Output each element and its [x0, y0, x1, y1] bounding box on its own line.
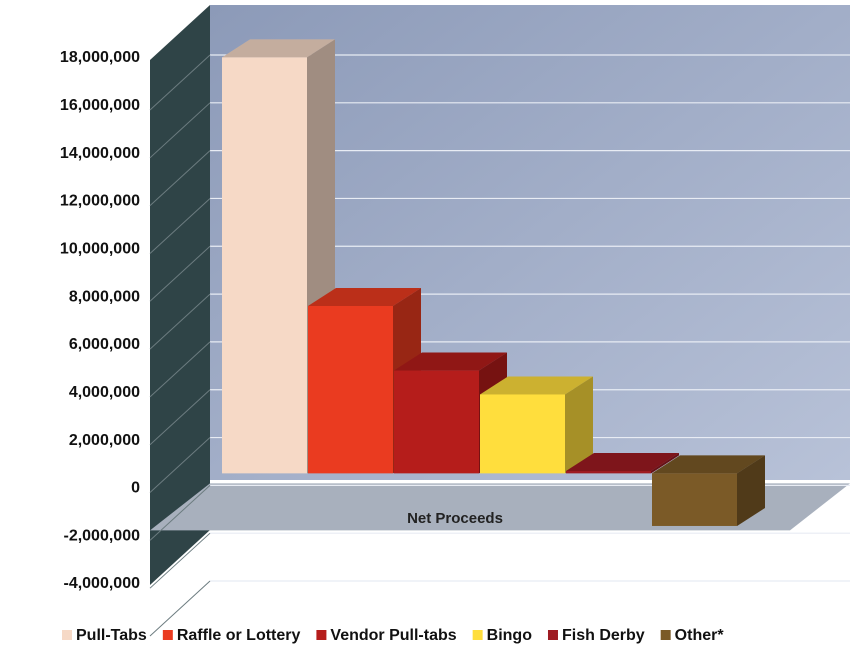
legend-label: Fish Derby [562, 627, 645, 644]
bar [308, 306, 393, 474]
bar-side-shade [651, 452, 679, 474]
bar-top-shade [308, 288, 421, 306]
bar [222, 57, 307, 474]
bar [566, 470, 651, 474]
bar [480, 394, 565, 474]
bar-top [394, 352, 507, 371]
y-tick-label: 10,000,000 [60, 240, 140, 257]
bar-side [651, 452, 679, 474]
category-label: Net Proceeds [407, 510, 503, 527]
bar-side-shade [737, 455, 765, 526]
grid-line [149, 484, 211, 541]
legend: Pull-Tabs Raffle or Lottery Vendor Pull-ta… [62, 627, 724, 644]
bar-side [565, 376, 593, 474]
y-tick-label: 12,000,000 [60, 193, 140, 210]
y-tick-label: 6,000,000 [69, 336, 140, 353]
legend-label: Vendor Pull-tabs [330, 627, 456, 644]
legend-label: Raffle or Lottery [177, 627, 301, 644]
bar-top-shade [652, 455, 765, 474]
y-tick-label: 14,000,000 [60, 145, 140, 162]
bar-top-shade [566, 452, 679, 471]
grid-line [149, 102, 211, 159]
side-wall [150, 5, 210, 585]
legend-swatch [316, 630, 327, 640]
legend-swatch [660, 630, 671, 640]
y-tick-label: 2,000,000 [69, 432, 140, 449]
bar-top [308, 288, 421, 306]
grid-line [149, 245, 211, 302]
bar-top-shade [222, 39, 335, 58]
grid-line [149, 532, 211, 589]
grid-line [149, 198, 211, 254]
bar-top [652, 455, 765, 474]
grid-line [149, 437, 211, 493]
legend-swatch [162, 630, 173, 640]
bar-side-shade [565, 376, 593, 474]
legend-swatch [472, 630, 483, 640]
grid-line [149, 341, 211, 398]
bar-side [737, 455, 765, 526]
legend-swatch [62, 630, 72, 640]
y-tick-label: 16,000,000 [60, 97, 140, 114]
grid-line [149, 389, 211, 446]
bar-top-shade [480, 376, 593, 395]
grid-line [149, 580, 211, 637]
bar [652, 473, 737, 526]
y-tick-label: 18,000,000 [60, 49, 140, 66]
y-tick-label: -2,000,000 [63, 527, 140, 544]
legend-label: Bingo [487, 627, 533, 644]
legend-label: Pull-Tabs [76, 627, 147, 644]
legend-label: Other* [675, 627, 725, 644]
y-tick-label: 8,000,000 [69, 288, 140, 305]
bar-top [222, 39, 335, 58]
grid-line [149, 293, 211, 350]
bar-top [480, 376, 593, 395]
y-tick-label: -4,000,000 [63, 575, 140, 592]
y-tick-label: 0 [131, 480, 140, 497]
y-tick-label: 4,000,000 [69, 384, 140, 401]
bar-top [566, 452, 679, 471]
grid-line [149, 150, 211, 207]
legend-swatch [547, 630, 558, 640]
bar-top-shade [394, 352, 507, 371]
bar [394, 370, 479, 474]
grid-line [149, 54, 211, 111]
